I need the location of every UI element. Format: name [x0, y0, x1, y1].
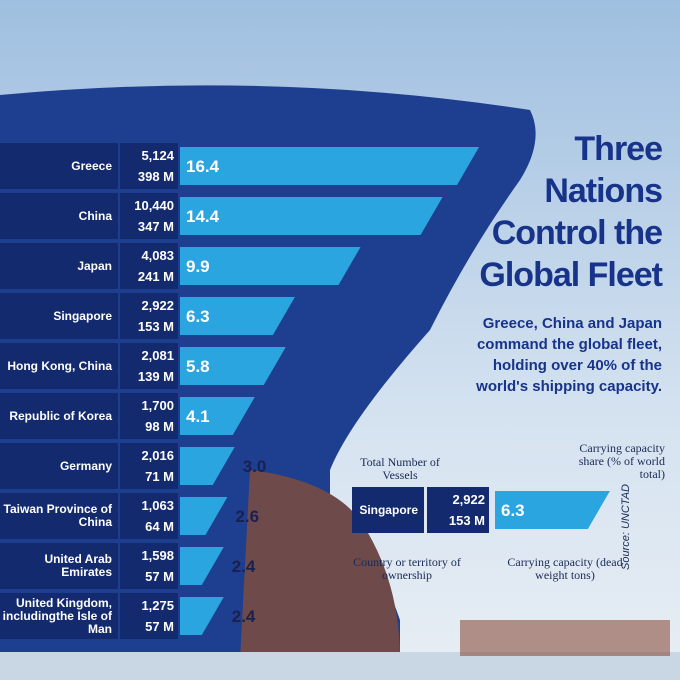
bar — [180, 447, 235, 485]
bar-label: 4.1 — [186, 407, 210, 426]
row-capacity: 71 M — [120, 465, 178, 489]
sea — [0, 652, 680, 680]
row-capacity: 347 M — [120, 215, 178, 239]
key-bar — [495, 491, 610, 529]
category-label: Taiwan Province of China — [0, 493, 118, 539]
title: Three Nations Control the Global Fleet — [479, 130, 663, 294]
row-vessels: 1,275 — [120, 593, 178, 615]
key-capacity: 153 M — [427, 509, 489, 533]
row-vessels: 2,922 — [120, 293, 178, 315]
source: Source: UNCTAD — [620, 484, 632, 570]
category-label: Republic of Korea — [0, 393, 118, 439]
row-vessels: 2,081 — [120, 343, 178, 365]
bar — [180, 197, 443, 235]
bar-label: 16.4 — [186, 157, 220, 176]
bar-label: 14.4 — [186, 207, 220, 226]
port — [460, 620, 670, 656]
row-capacity: 153 M — [120, 315, 178, 339]
row-capacity: 64 M — [120, 515, 178, 539]
row-vessels: 1,700 — [120, 393, 178, 415]
category-label: Hong Kong, China — [0, 343, 118, 389]
bar-label: 2.4 — [232, 557, 256, 576]
bar-label: 9.9 — [186, 257, 210, 276]
row-capacity: 398 M — [120, 165, 178, 189]
subtitle: Greece, China and Japan command the glob… — [476, 315, 662, 395]
key-country-note: Country or territory of ownership — [353, 555, 461, 582]
row-capacity: 241 M — [120, 265, 178, 289]
key-share-note: Carrying capacity share (% of world tota… — [578, 441, 665, 481]
key-bar-label: 6.3 — [501, 501, 525, 520]
row-vessels: 10,440 — [120, 193, 178, 215]
key-capacity-note: Carrying capacity (dead weight tons) — [507, 555, 623, 582]
row-vessels: 2,016 — [120, 443, 178, 465]
row-vessels: 4,083 — [120, 243, 178, 265]
bulb — [240, 470, 400, 660]
row-vessels: 1,598 — [120, 543, 178, 565]
bar — [180, 397, 255, 435]
bar-label: 2.6 — [235, 507, 259, 526]
category-label: United Kingdom, includingthe Isle of Man — [0, 593, 118, 639]
bar-label: 5.8 — [186, 357, 210, 376]
bar — [180, 297, 295, 335]
bar — [180, 347, 286, 385]
bar — [180, 547, 224, 585]
bar — [180, 247, 361, 285]
key-vessels-note: Total Number of Vessels — [360, 455, 440, 482]
row-vessels: 1,063 — [120, 493, 178, 515]
category-label: Japan — [0, 243, 118, 289]
row-capacity: 57 M — [120, 615, 178, 639]
bar-label: 3.0 — [243, 457, 267, 476]
category-label: China — [0, 193, 118, 239]
category-label: Singapore — [0, 293, 118, 339]
category-label: Greece — [0, 143, 118, 189]
key-category: Singapore — [352, 487, 424, 533]
row-capacity: 98 M — [120, 415, 178, 439]
bar — [180, 597, 224, 635]
bar — [180, 147, 480, 185]
bar-label: 6.3 — [186, 307, 210, 326]
category-label: Germany — [0, 443, 118, 489]
row-capacity: 139 M — [120, 365, 178, 389]
row-vessels: 5,124 — [120, 143, 178, 165]
bar-label: 2.4 — [232, 607, 256, 626]
bar — [180, 497, 228, 535]
key-vessels: 2,922 — [427, 487, 489, 509]
category-label: United Arab Emirates — [0, 543, 118, 589]
row-capacity: 57 M — [120, 565, 178, 589]
